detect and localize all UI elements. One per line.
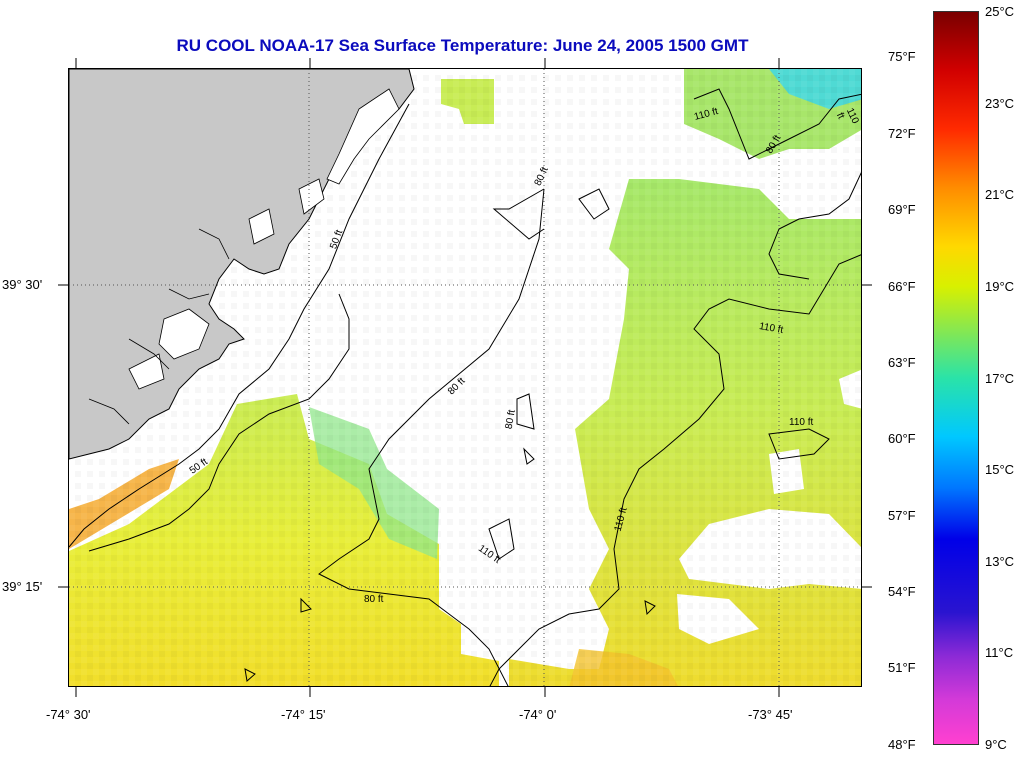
- contour-label: 80 ft: [364, 594, 384, 605]
- fahrenheit-label: 48°F: [888, 737, 916, 752]
- contour-110ft-east: [768, 172, 861, 280]
- latitude-label: 39° 30': [2, 277, 43, 292]
- inlet-detail: [88, 228, 230, 425]
- temperature-colorbar: [933, 11, 979, 745]
- celsius-label: 25°C: [985, 4, 1015, 19]
- fahrenheit-label: 57°F: [888, 508, 916, 523]
- fahrenheit-label: 51°F: [888, 660, 916, 675]
- contour-80ft-main: [318, 188, 545, 686]
- celsius-label: 21°C: [985, 187, 1015, 202]
- no-data-gap-5: [779, 159, 861, 219]
- longitude-label: -73° 45': [748, 707, 793, 722]
- map-title: RU COOL NOAA-17 Sea Surface Temperature:…: [176, 36, 749, 55]
- celsius-label: 23°C: [985, 96, 1015, 111]
- contour-110ft-main: [489, 254, 861, 686]
- celsius-label: 9°C: [985, 737, 1007, 752]
- celsius-label: 13°C: [985, 554, 1015, 569]
- contour-80ft-small: [516, 393, 535, 430]
- fahrenheit-label: 66°F: [888, 279, 916, 294]
- longitude-label: -74° 0': [519, 707, 557, 722]
- marsh-islands: [128, 88, 400, 390]
- fahrenheit-label: 63°F: [888, 355, 916, 370]
- celsius-label: 17°C: [985, 371, 1015, 386]
- fahrenheit-label: 69°F: [888, 202, 916, 217]
- celsius-label: 11°C: [985, 645, 1014, 660]
- contour-110ft-loop: [768, 428, 830, 460]
- contour-50ft: [69, 103, 410, 548]
- fahrenheit-label: 72°F: [888, 126, 916, 141]
- contour-80ft-box: [578, 188, 610, 220]
- sst-map: [69, 69, 861, 686]
- contour-80ft-north: [492, 188, 545, 240]
- fahrenheit-label: 60°F: [888, 431, 916, 446]
- contour-80ft-tri-2: [300, 597, 312, 613]
- contour-50ft-inner: [88, 293, 350, 552]
- fahrenheit-label: 75°F: [888, 49, 916, 64]
- contour-80ft-tri: [523, 447, 535, 465]
- sst-field-north-small: [441, 79, 494, 124]
- contour-80ft-tri-3: [244, 668, 256, 682]
- contour-110ft-north: [693, 88, 861, 160]
- graticule: [69, 69, 861, 686]
- fahrenheit-label: 54°F: [888, 584, 916, 599]
- latitude-label: 39° 15': [2, 579, 43, 594]
- bathymetry-contours: [69, 88, 861, 686]
- longitude-label: -74° 30': [46, 707, 91, 722]
- map-panel: 50 ft 50 ft 80 ft 80 ft 80 ft 80 ft 80 f…: [68, 68, 862, 687]
- contour-110ft-south: [488, 518, 515, 560]
- contour-label: 110 ft: [789, 417, 814, 428]
- celsius-label: 19°C: [985, 279, 1015, 294]
- celsius-label: 15°C: [985, 462, 1015, 477]
- contour-110ft-tri: [644, 600, 656, 616]
- longitude-label: -74° 15': [281, 707, 326, 722]
